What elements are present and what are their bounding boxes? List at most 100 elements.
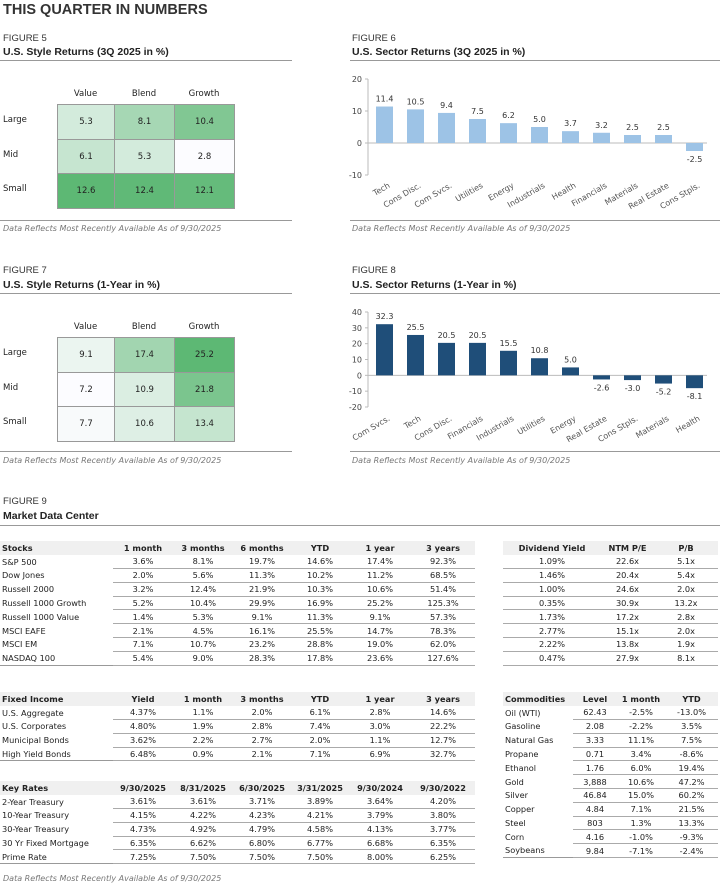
bar [469,119,486,143]
data-label: 2.5 [657,123,670,132]
table-cell: 57.3% [411,609,475,625]
divider [350,451,720,452]
table-cell: Propane [505,749,539,760]
bar [376,106,393,143]
bar [686,143,703,151]
column-header: 3 months [173,541,233,555]
column-header: 3/31/2025 [291,781,349,795]
y-tick-label: -20 [349,403,362,412]
data-label: 11.4 [376,95,394,104]
table-cell: 0.9% [173,747,233,762]
column-header: Dividend Yield [503,541,601,555]
table-cell: 51.4% [411,582,475,597]
category-label: Com Svcs. [351,414,392,443]
table-cell: 60.2% [665,788,718,803]
key-rates-table: Key Rates 9/30/2025 8/31/2025 6/30/2025 3/31… [0,781,475,865]
figure6-label: FIGURE 6 [352,33,396,44]
table-cell: -13.0% [665,705,718,721]
figure6-title: U.S. Sector Returns (3Q 2025 in %) [352,46,526,58]
table-row: Gasoline 2.08 -2.2% 3.5% [503,719,718,734]
table-cell: 47.2% [665,774,718,790]
table-row: Corn 4.16 -1.0% -9.3% [503,829,718,845]
table-cell: 2.0% [233,705,291,721]
column-header: 1 year [349,541,411,555]
table-cell: 2.77% [503,623,601,639]
table-cell: U.S. Aggregate [2,707,64,718]
y-tick-label: -10 [349,171,362,180]
bar [655,375,672,384]
table-cell: 11.1% [617,733,665,748]
y-tick-label: 20 [352,340,362,349]
column-header: 1 month [173,692,233,706]
table-cell: 7.1% [113,637,173,652]
figure7-title: U.S. Style Returns (1-Year in %) [3,279,160,291]
header-row: Fixed Income Yield 1 month 3 months YTD 1 yea… [0,692,475,706]
bar [593,375,610,380]
table-cell: 1.00% [503,582,601,597]
valuation-table: Dividend Yield NTM P/E P/B 1.09% 22.6x 5.1x 1.… [503,541,718,666]
table-cell: 3.61% [173,794,233,810]
table-cell: 1.4% [113,609,173,625]
figure8-title: U.S. Sector Returns (1-Year in %) [352,279,517,291]
table-cell: 0.35% [503,596,601,611]
table-cell: -7.1% [617,843,665,859]
table-cell: 14.6% [291,554,349,570]
table-cell: 4.23% [233,808,291,823]
table-cell: Russell 2000 [2,584,55,595]
row-header: Small [3,184,27,195]
table-cell: 23.6% [349,651,411,666]
table-row: U.S. Corporates 4.80% 1.9% 2.8% 7.4% 3.0% 22.2… [0,719,475,734]
table-cell: 1.46% [503,568,601,583]
table-cell: -9.3% [665,829,718,845]
table-cell: -8.6% [665,747,718,762]
heatmap-cell: 12.1 [174,173,235,210]
heatmap-cell: 17.4 [114,337,175,373]
table-cell: 7.1% [617,802,665,817]
table-cell: Copper [505,804,535,815]
table-cell: 2-Year Treasury [2,796,64,807]
table-row: Russell 1000 Growth 5.2% 10.4% 29.9% 16.9% 25… [0,596,475,611]
table-cell: 10.6% [349,582,411,597]
column-header: Fixed Income [0,692,113,706]
table-cell: 6.68% [349,836,411,851]
table-cell: 10.7% [173,637,233,652]
heatmap-cell: 12.6 [57,173,115,210]
data-label: 5.0 [564,355,577,364]
table-cell: 12.7% [411,733,475,748]
category-label: Health [674,414,701,435]
table-cell: 11.2% [349,568,411,583]
table-cell: 62.0% [411,637,475,652]
table-cell: 9.0% [173,651,233,666]
bar [624,135,641,143]
row-header: Mid [3,382,19,393]
table-cell: Silver [505,790,528,801]
table-cell: 6.0% [617,760,665,776]
table-cell: 4.22% [173,808,233,823]
table-cell: 7.1% [291,747,349,762]
table-cell: 10.2% [291,568,349,583]
table-cell: 14.7% [349,623,411,639]
divider [350,293,720,294]
y-tick-label: 40 [352,308,362,317]
table-cell: 5.1x [654,554,718,570]
table-cell: 3,888 [573,774,617,790]
table-cell: Soybeans [505,845,545,856]
data-label: -8.1 [687,392,703,401]
table-cell: Steel [505,818,526,829]
table-cell: 15.1x [601,623,654,639]
table-cell: 4.15% [113,808,173,823]
table-cell: 3.64% [349,794,411,810]
table-cell: 7.25% [113,849,173,865]
table-cell: 2.22% [503,637,601,652]
table-cell: 2.1% [113,623,173,639]
table-cell: Gasoline [505,721,541,732]
table-cell: 3.6% [113,554,173,570]
table-cell: 125.3% [411,596,475,611]
table-cell: Municipal Bonds [2,735,69,746]
table-cell: 6.77% [291,836,349,851]
table-cell: 13.3% [665,816,718,831]
table-row: Copper 4.84 7.1% 21.5% [503,802,718,817]
column-header: 3 years [411,692,475,706]
table-cell: 14.6% [411,705,475,721]
